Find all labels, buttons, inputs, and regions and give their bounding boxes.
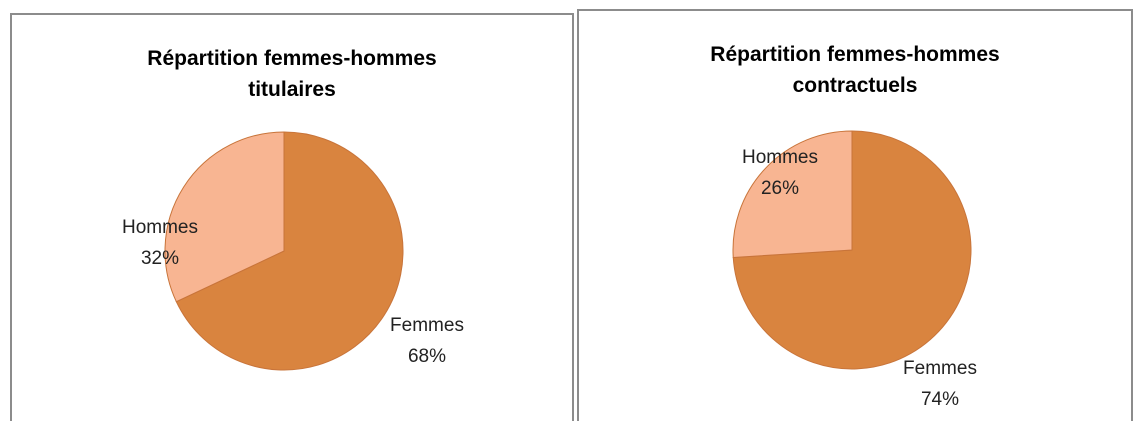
slice-label-name: Hommes	[122, 217, 198, 238]
slice-label-name: Femmes	[390, 315, 464, 336]
pie-slice	[732, 130, 853, 259]
slice-label-value: 32%	[141, 248, 179, 269]
slice-label-value: 74%	[921, 389, 959, 410]
slice-label-value: 68%	[408, 346, 446, 367]
slice-label-name: Femmes	[903, 358, 977, 379]
pie-slice	[175, 131, 404, 371]
chart-title: Répartition femmes-hommes titulaires	[147, 47, 437, 101]
chart-title: Répartition femmes-hommes contractuels	[710, 43, 1000, 97]
pie-slice	[164, 131, 285, 303]
slice-label-name: Hommes	[742, 147, 818, 168]
slice-label-value: 26%	[761, 178, 799, 199]
